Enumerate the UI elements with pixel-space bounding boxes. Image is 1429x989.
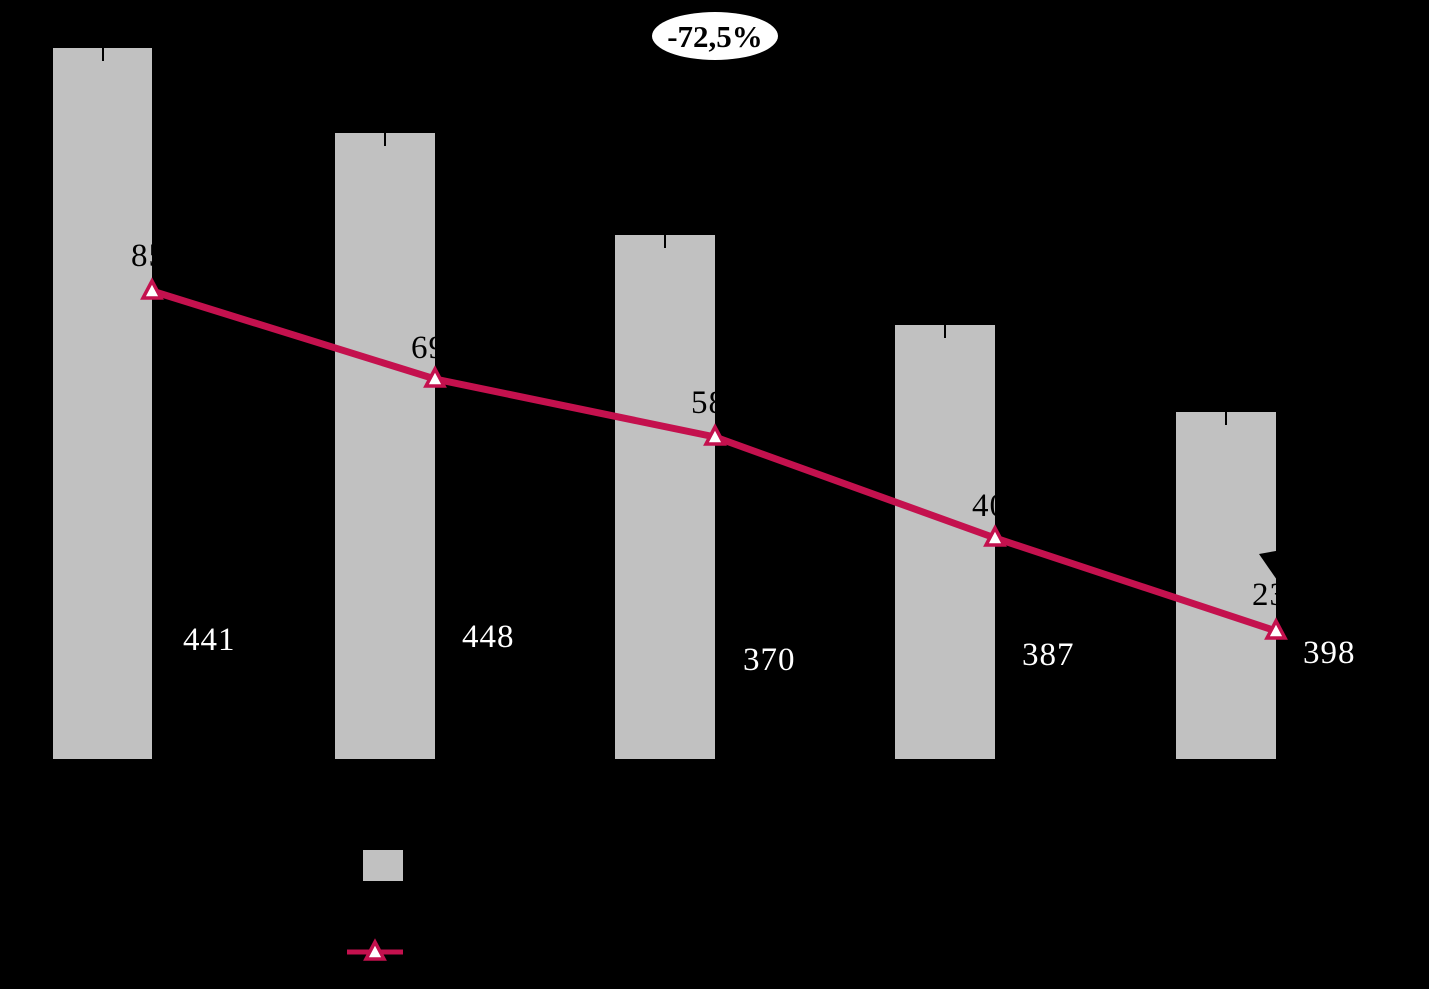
bar-2 (335, 133, 435, 759)
line-value-label: 69 (411, 330, 446, 366)
total-change-badge: -72,5% (652, 12, 778, 60)
bar-3 (615, 235, 715, 759)
bar-value-label: 387 (1022, 637, 1075, 673)
bar-value-label: 398 (1303, 635, 1356, 671)
bar-1 (53, 48, 152, 759)
bar-top-tick (1225, 412, 1227, 425)
bar-top-tick (101, 48, 104, 61)
line-value-label: 58 (691, 385, 726, 421)
bar-4 (895, 325, 995, 759)
bar-value-label: 448 (462, 619, 515, 655)
total-change-value: -72,5% (667, 18, 763, 54)
bar-top-tick (944, 325, 946, 338)
bar-top-tick (384, 133, 386, 146)
line-value-label: 23 (1252, 577, 1287, 613)
line-value-label: 40 (972, 488, 1007, 524)
line-value-label: 85 (131, 238, 166, 274)
bar-top-tick (664, 235, 666, 248)
bar-value-label: 441 (183, 622, 236, 658)
bar-value-label: 370 (743, 642, 796, 678)
legend-line-marker (363, 938, 387, 961)
legend-bar-swatch (363, 850, 403, 881)
